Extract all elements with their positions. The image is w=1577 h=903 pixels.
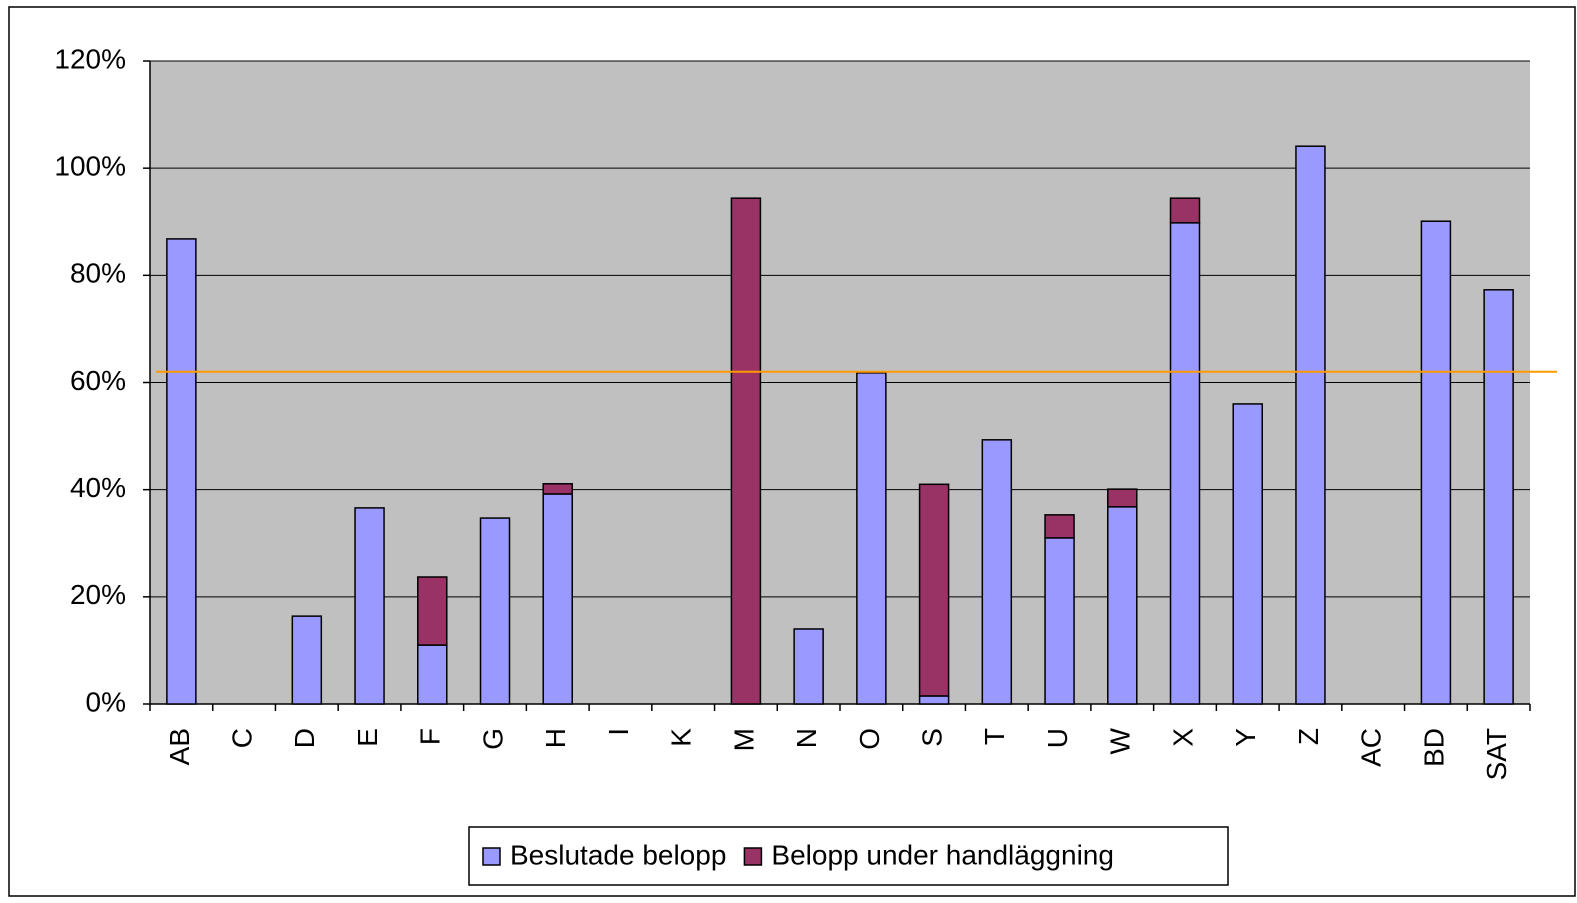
bar-segment [918, 483, 950, 697]
bar-segment [1420, 220, 1452, 705]
x-tick-label: S [916, 728, 947, 747]
bar-segment [1483, 289, 1514, 705]
bar-segment [291, 615, 323, 705]
legend-label: Beslutade belopp [510, 839, 726, 870]
y-tick-label: 80% [70, 258, 126, 289]
bar-segment [1169, 197, 1201, 224]
legend-box [468, 826, 1229, 886]
y-tick-label: 20% [70, 579, 126, 610]
x-tick-label: C [226, 728, 257, 748]
x-tick-label: M [728, 728, 759, 751]
legend-swatch [743, 847, 763, 866]
y-tick-label: 100% [54, 151, 126, 182]
legend-label: Belopp under handläggning [771, 839, 1114, 870]
legend: Beslutade belopp Belopp under handläggnin… [468, 826, 1229, 886]
bar-segment [479, 517, 511, 705]
y-tick-label: 0% [86, 686, 126, 717]
bar-segment [1107, 488, 1138, 508]
bar-segment [1232, 403, 1263, 705]
x-tick-label: N [791, 728, 822, 748]
bar-segment [542, 483, 573, 495]
x-tick-label: W [1105, 727, 1136, 754]
bar-segment [417, 644, 448, 705]
x-tick-label: Y [1230, 728, 1261, 747]
y-tick-label: 60% [70, 365, 126, 396]
bar-segment [542, 493, 573, 705]
legend-swatch [482, 847, 501, 866]
bar-segment [1044, 537, 1075, 705]
bar-segment [918, 695, 950, 705]
bar-segment [1295, 145, 1326, 705]
x-tick-label: O [854, 728, 885, 750]
x-tick-label: E [352, 728, 383, 747]
x-tick-label: F [415, 728, 446, 745]
x-tick-label: H [540, 728, 571, 748]
x-tick-label: G [477, 728, 508, 750]
y-tick-label: 120% [54, 43, 126, 74]
x-tick-label: K [666, 728, 697, 747]
x-tick-label: D [289, 728, 320, 748]
x-tick-label: X [1167, 728, 1198, 747]
x-tick-label: T [979, 728, 1010, 745]
x-tick-label: I [603, 728, 634, 736]
bar-segment [166, 238, 197, 705]
bar-segment [730, 197, 762, 705]
bar-segment [856, 372, 887, 705]
y-tick-label: 40% [70, 472, 126, 503]
bar-segment [1044, 514, 1075, 539]
bar-segment [793, 628, 824, 705]
x-tick-label: U [1042, 728, 1073, 748]
x-tick-label: AB [164, 728, 195, 765]
x-tick-label: AC [1356, 728, 1387, 767]
x-tick-label: BD [1418, 728, 1449, 767]
bar-segment [1107, 506, 1138, 705]
x-tick-label: Z [1293, 728, 1324, 745]
bar-segment [354, 507, 385, 705]
bar-segment [417, 576, 448, 646]
x-tick-label: SAT [1481, 728, 1512, 780]
bar-segment [981, 439, 1013, 705]
bar-segment [1169, 222, 1201, 705]
